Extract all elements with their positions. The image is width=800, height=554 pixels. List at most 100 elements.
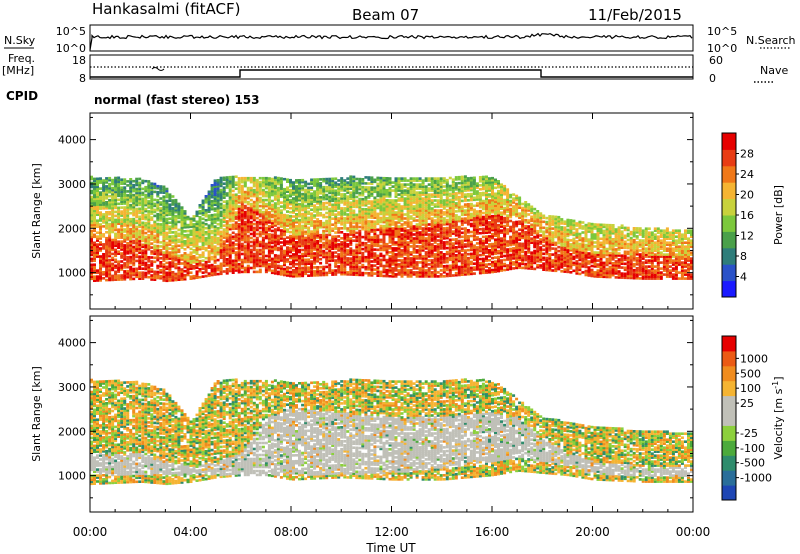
power-cell bbox=[210, 213, 214, 217]
power-cell bbox=[192, 261, 196, 264]
power-cell bbox=[114, 198, 118, 202]
power-cell bbox=[273, 272, 277, 275]
power-cell bbox=[90, 177, 93, 181]
power-cell bbox=[153, 234, 157, 238]
power-cell bbox=[376, 176, 380, 180]
power-cell bbox=[222, 264, 226, 267]
nsky-tick-bottom: 10^0 bbox=[56, 42, 86, 55]
power-cell bbox=[376, 260, 380, 263]
power-cell bbox=[370, 268, 374, 271]
power-cell bbox=[135, 241, 139, 245]
power-cell bbox=[156, 264, 160, 268]
power-cell bbox=[201, 237, 205, 240]
power-cell bbox=[195, 222, 199, 226]
power-cell bbox=[292, 223, 295, 226]
power-cell bbox=[204, 240, 208, 244]
power-cell bbox=[258, 186, 262, 190]
power-cell bbox=[168, 237, 172, 240]
power-cell bbox=[379, 188, 383, 192]
power-cell bbox=[210, 255, 214, 259]
power-cell bbox=[340, 237, 344, 240]
power-cell bbox=[379, 212, 383, 216]
power-cell bbox=[367, 268, 371, 271]
power-cell bbox=[99, 255, 102, 258]
power-cell bbox=[388, 231, 392, 234]
power-cell bbox=[240, 246, 244, 250]
power-cell bbox=[373, 190, 377, 194]
power-cell bbox=[273, 188, 277, 191]
power-cell bbox=[174, 230, 178, 234]
power-cell bbox=[222, 182, 226, 185]
power-cell bbox=[237, 209, 241, 212]
power-cell bbox=[376, 202, 380, 206]
power-cell bbox=[340, 189, 344, 192]
power-cell bbox=[258, 198, 262, 202]
power-cell bbox=[240, 186, 244, 190]
power-cell bbox=[117, 212, 121, 216]
power-cell bbox=[255, 258, 259, 262]
power-cell bbox=[261, 216, 265, 220]
power-cell bbox=[135, 247, 139, 251]
power-cell bbox=[123, 208, 127, 211]
power-cell bbox=[237, 199, 241, 202]
power-cell bbox=[126, 246, 130, 249]
power-cell bbox=[313, 200, 317, 203]
power-cell bbox=[126, 202, 130, 205]
power-cell bbox=[141, 229, 145, 233]
power-cell bbox=[174, 264, 178, 268]
power-cell bbox=[283, 255, 286, 259]
power-cell bbox=[267, 207, 271, 210]
power-cell bbox=[204, 230, 208, 234]
power-cell bbox=[246, 266, 250, 270]
power-cell bbox=[180, 274, 184, 277]
power-cell bbox=[376, 184, 380, 188]
power-cell bbox=[243, 192, 247, 196]
power-cell bbox=[165, 255, 169, 259]
power-cell bbox=[216, 250, 220, 254]
power-cell bbox=[150, 198, 154, 201]
power-cell bbox=[93, 189, 96, 193]
power-cell bbox=[370, 206, 374, 209]
power-cell bbox=[289, 192, 292, 196]
power-cell bbox=[237, 227, 241, 230]
power-cell bbox=[210, 184, 214, 187]
power-cell bbox=[159, 277, 163, 280]
power-cell bbox=[195, 266, 199, 269]
power-cell bbox=[150, 192, 154, 195]
power-cell bbox=[304, 250, 308, 254]
power-cell bbox=[246, 248, 250, 252]
power-cell bbox=[93, 203, 96, 207]
power-cell bbox=[123, 274, 127, 277]
power-cell bbox=[219, 272, 223, 276]
power-cell bbox=[123, 240, 127, 243]
power-cell bbox=[231, 183, 235, 187]
power-cell bbox=[222, 252, 226, 255]
power-cell bbox=[108, 184, 112, 188]
power-cell bbox=[337, 245, 341, 248]
power-cell bbox=[249, 248, 253, 252]
power-cell bbox=[400, 259, 404, 262]
power-cell bbox=[373, 252, 377, 255]
power-cell bbox=[276, 206, 280, 210]
power-cell bbox=[231, 203, 235, 207]
power-cell bbox=[222, 220, 226, 223]
power-cell bbox=[165, 195, 169, 199]
power-cell bbox=[174, 246, 178, 250]
power-cell bbox=[334, 199, 338, 202]
power-cell bbox=[177, 212, 181, 216]
power-cell bbox=[123, 234, 127, 237]
power-cell bbox=[132, 179, 136, 183]
power-cell bbox=[174, 254, 178, 258]
power-cell bbox=[307, 240, 311, 243]
power-cell bbox=[382, 232, 386, 236]
power-cell bbox=[114, 182, 118, 186]
power-cell bbox=[201, 263, 205, 266]
power-cell bbox=[448, 192, 452, 196]
power-cell bbox=[355, 205, 359, 209]
power-cell bbox=[261, 210, 265, 214]
power-cell bbox=[171, 209, 175, 212]
power-cell bbox=[328, 231, 332, 235]
power-cell bbox=[237, 241, 241, 244]
power-cell bbox=[225, 264, 229, 267]
power-cell bbox=[273, 256, 277, 259]
